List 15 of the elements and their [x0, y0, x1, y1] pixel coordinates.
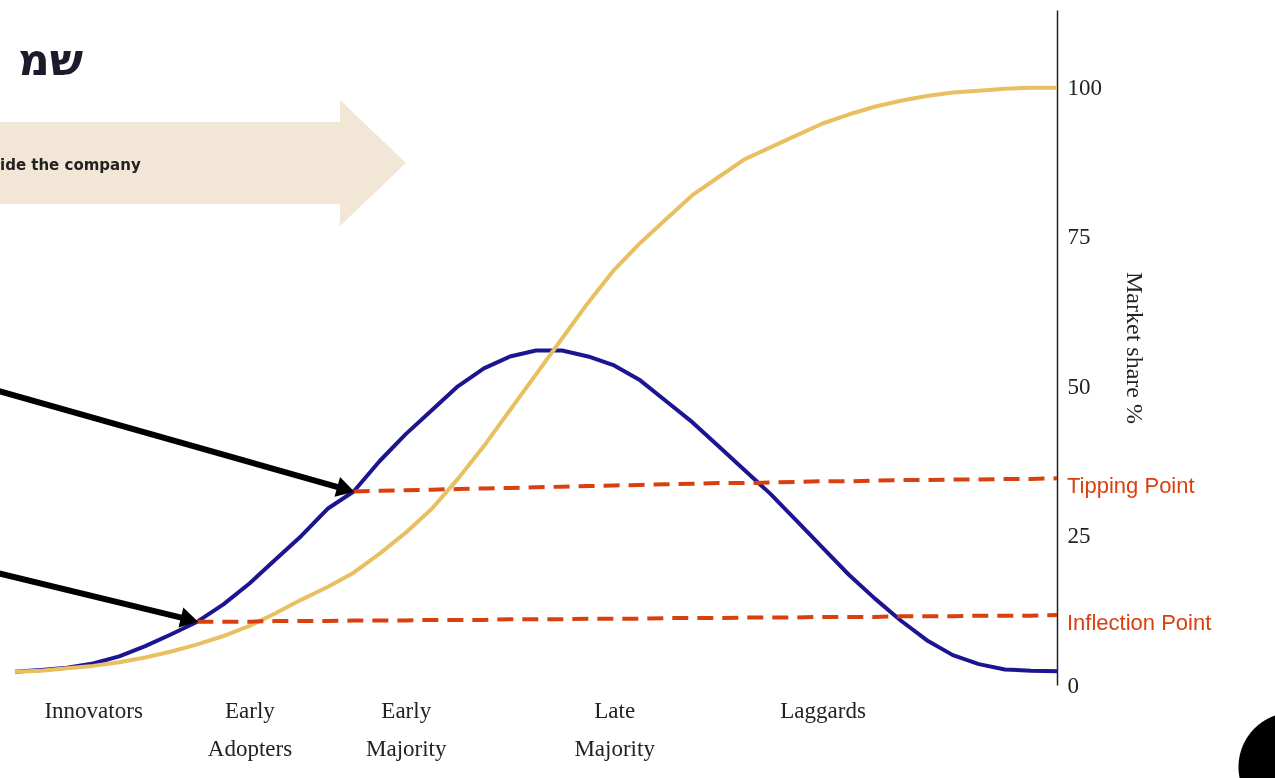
x-tick-label: Innovators: [44, 697, 143, 723]
x-tick-label: Laggards: [780, 697, 866, 723]
y-axis-title: Market share %: [1122, 272, 1148, 424]
y-tick-label: 25: [1067, 523, 1091, 549]
x-tick-label: Late Majority: [574, 697, 656, 761]
y-tick-label: 50: [1067, 373, 1091, 399]
annotation: ide the company: [0, 156, 141, 174]
y-tick-label: 0: [1067, 672, 1079, 698]
series-label: Inflection Point: [1067, 610, 1212, 636]
y-tick-label: 100: [1067, 75, 1102, 101]
x-tick-label: Early Adopters: [207, 697, 293, 761]
x-tick-label: Early Majority: [366, 697, 447, 761]
series-label: Tipping Point: [1067, 473, 1195, 499]
y-tick-label: 75: [1067, 224, 1091, 250]
text: שמ: [18, 34, 84, 85]
